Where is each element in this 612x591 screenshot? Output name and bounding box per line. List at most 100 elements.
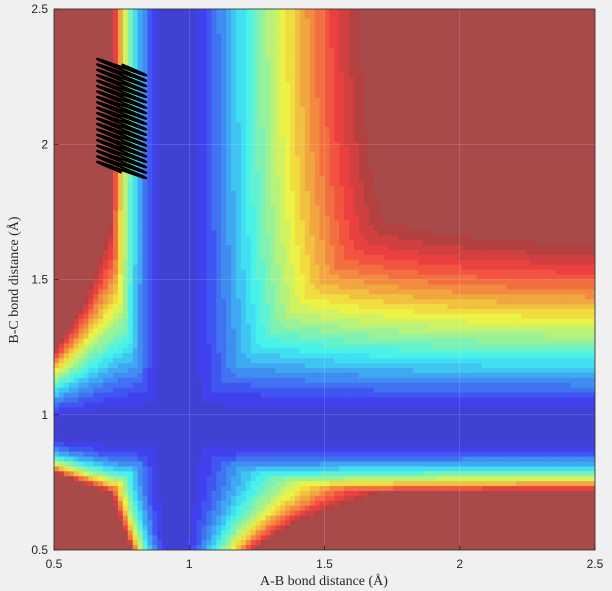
contour-cell (68, 18, 75, 25)
contour-cell (176, 382, 183, 389)
contour-cell (226, 358, 232, 364)
contour-cell (172, 363, 178, 369)
contour-cell (201, 407, 208, 413)
contour-cell (196, 151, 203, 158)
contour-cell (186, 225, 193, 231)
contour-cell (191, 490, 198, 497)
contour-cell (176, 240, 183, 246)
contour-cell (196, 225, 203, 231)
contour-cell (54, 53, 60, 59)
contour-cell (201, 141, 208, 148)
contour-cell (147, 240, 153, 246)
contour-cell (216, 338, 222, 345)
contour-cell (93, 92, 99, 99)
contour-cell (186, 117, 193, 123)
contour-cell (191, 348, 198, 354)
contour-cell (157, 264, 163, 271)
contour-cell (132, 377, 139, 384)
contour-cell (152, 107, 158, 113)
contour-cell (211, 87, 217, 94)
contour-cell (88, 363, 94, 369)
contour-cell (245, 38, 252, 45)
contour-cell (245, 510, 252, 517)
contour-cell (260, 136, 267, 143)
contour-cell (176, 97, 183, 104)
contour-cell (167, 254, 173, 261)
contour-cell (147, 92, 153, 99)
contour-cell (78, 136, 85, 143)
contour-cell (78, 284, 85, 290)
contour-cell (240, 289, 247, 295)
contour-cell (127, 323, 134, 330)
contour-cell (117, 505, 124, 512)
contour-cell (196, 318, 203, 325)
contour-cell (88, 500, 94, 507)
contour-cell (265, 481, 271, 487)
contour-cell (231, 215, 237, 222)
contour-cell (108, 9, 114, 15)
contour-cell (275, 48, 281, 54)
contour-cell (270, 63, 276, 69)
contour-cell (78, 540, 85, 546)
contour-cell (206, 141, 212, 148)
contour-cell (206, 77, 212, 84)
contour-cell (58, 176, 65, 182)
contour-cell (191, 436, 198, 443)
contour-cell (250, 245, 257, 251)
contour-cell (181, 495, 188, 502)
contour-cell (255, 151, 262, 158)
contour-cell (211, 333, 217, 340)
contour-cell (240, 269, 247, 276)
contour-cell (181, 53, 188, 59)
contour-cell (176, 505, 183, 512)
contour-cell (245, 68, 252, 74)
contour-cell (250, 151, 257, 158)
contour-cell (245, 525, 252, 531)
contour-cell (226, 259, 232, 266)
contour-cell (152, 43, 158, 49)
contour-cell (255, 309, 262, 315)
contour-cell (255, 412, 262, 418)
contour-cell (240, 520, 247, 527)
contour-cell (142, 343, 149, 349)
contour-cell (63, 476, 70, 482)
contour-cell (113, 87, 119, 94)
contour-cell (83, 397, 90, 404)
contour-cell (250, 476, 257, 482)
contour-cell (270, 249, 276, 256)
contour-cell (206, 299, 212, 305)
contour-cell (191, 368, 198, 374)
contour-cell (260, 500, 267, 507)
contour-cell (88, 9, 94, 15)
contour-cell (260, 220, 267, 226)
contour-cell (73, 68, 80, 74)
contour-cell (58, 500, 65, 507)
contour-cell (63, 249, 70, 256)
contour-cell (117, 38, 124, 45)
contour-cell (196, 117, 203, 123)
contour-cell (176, 333, 183, 340)
contour-cell (58, 363, 65, 369)
contour-cell (231, 427, 237, 433)
contour-cell (250, 156, 257, 163)
contour-cell (78, 299, 85, 305)
contour-cell (240, 505, 247, 512)
contour-cell (93, 328, 99, 335)
contour-cell (206, 471, 212, 477)
contour-cell (63, 313, 70, 320)
contour-cell (211, 299, 217, 305)
contour-cell (172, 166, 178, 172)
contour-cell (157, 382, 163, 389)
contour-cell (122, 402, 129, 408)
contour-cell (88, 161, 94, 167)
contour-cell (211, 264, 217, 271)
contour-cell (113, 38, 119, 45)
contour-cell (132, 220, 139, 226)
contour-cell (216, 397, 222, 404)
contour-cell (103, 363, 109, 369)
contour-cell (231, 9, 237, 15)
contour-cell (73, 205, 80, 212)
contour-cell (83, 368, 90, 374)
contour-cell (206, 417, 212, 423)
contour-cell (265, 348, 271, 354)
